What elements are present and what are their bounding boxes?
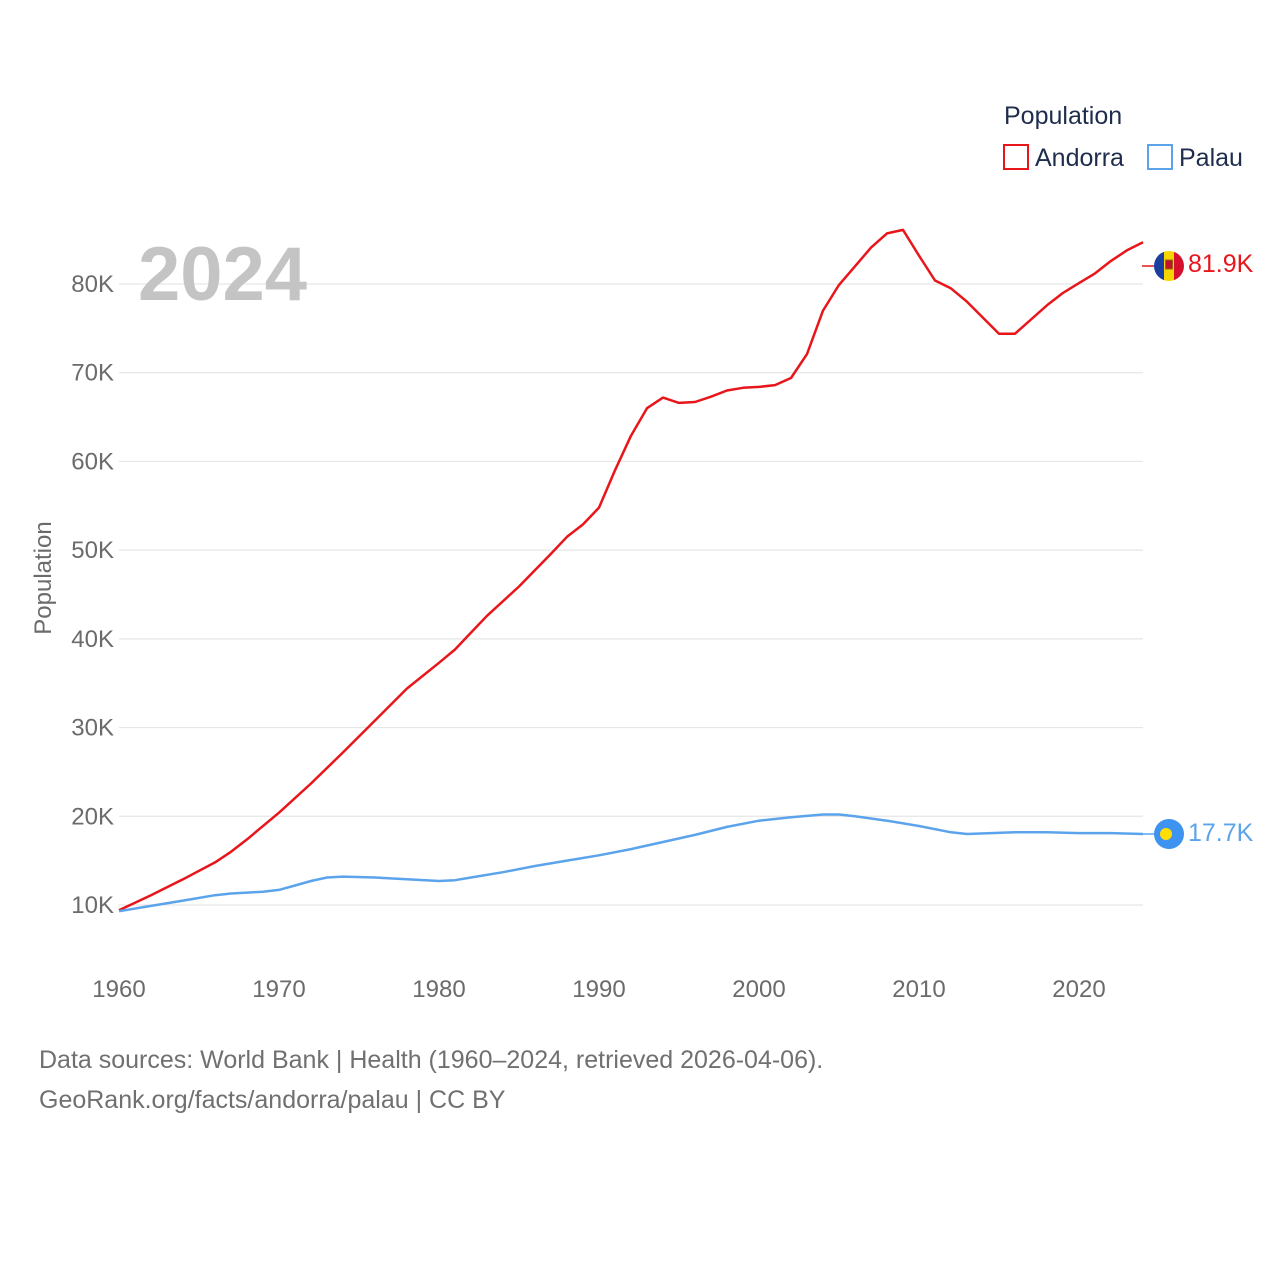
legend-item-andorra[interactable]: Andorra [1003, 144, 1124, 172]
palau-end-marker: 17.7K [1142, 819, 1254, 849]
series-lines [118, 228, 1144, 913]
legend-swatch-andorra [1003, 144, 1029, 170]
y-axis-label: Population [30, 521, 57, 634]
andorra-flag-icon [1154, 251, 1184, 281]
series-line-andorra [118, 228, 1144, 912]
y-axis-ticks: 10K 20K 30K 40K 50K 60K 70K 80K [71, 271, 114, 919]
legend-label-palau: Palau [1179, 144, 1243, 172]
x-axis-ticks: 1960 1970 1980 1990 2000 2010 2020 [92, 976, 1105, 1003]
y-tick-label: 70K [71, 360, 114, 387]
x-tick-label: 2010 [892, 976, 945, 1003]
legend-item-palau[interactable]: Palau [1147, 144, 1243, 172]
year-label: 2024 [138, 232, 307, 317]
legend-label-andorra: Andorra [1035, 144, 1124, 172]
andorra-end-label: 81.9K [1188, 250, 1254, 278]
gridlines [119, 283, 1143, 906]
x-tick-label: 1990 [572, 976, 625, 1003]
andorra-end-marker: 81.9K [1142, 250, 1254, 281]
palau-end-label: 17.7K [1188, 819, 1254, 847]
y-tick-label: 80K [71, 271, 114, 298]
x-tick-label: 2000 [732, 976, 785, 1003]
y-tick-label: 50K [71, 537, 114, 564]
x-tick-label: 1970 [252, 976, 305, 1003]
footer: Data sources: World Bank | Health (1960–… [39, 1046, 823, 1114]
y-tick-label: 60K [71, 448, 114, 475]
x-tick-label: 2020 [1052, 976, 1105, 1003]
y-tick-label: 30K [71, 715, 114, 742]
attribution-link[interactable]: GeoRank.org/facts/andorra/palau | CC BY [39, 1086, 506, 1114]
legend: Population Andorra Palau [1003, 102, 1243, 172]
legend-swatch-palau [1147, 144, 1173, 170]
legend-title: Population [1004, 102, 1122, 130]
y-tick-label: 10K [71, 892, 114, 919]
y-tick-label: 40K [71, 626, 114, 653]
palau-flag-icon [1154, 819, 1184, 849]
x-tick-label: 1980 [412, 976, 465, 1003]
x-tick-label: 1960 [92, 976, 145, 1003]
series-line-palau [118, 813, 1144, 913]
data-source-text: Data sources: World Bank | Health (1960–… [39, 1046, 823, 1074]
y-tick-label: 20K [71, 803, 114, 830]
